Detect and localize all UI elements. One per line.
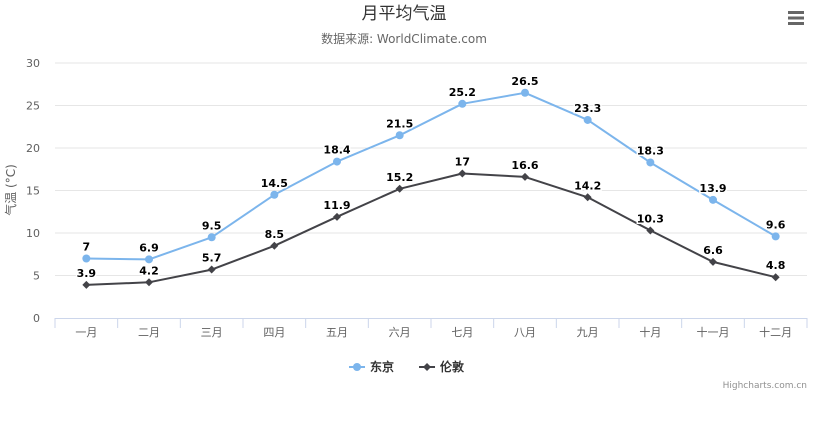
x-tick-label: 六月 (389, 326, 411, 339)
data-label: 6.6 (703, 244, 723, 257)
data-point-marker[interactable] (207, 265, 216, 274)
data-label: 9.5 (202, 219, 222, 232)
data-point-marker[interactable] (270, 241, 279, 250)
data-label: 14.5 (261, 177, 288, 190)
data-label: 17 (455, 156, 470, 169)
series-line-1 (85, 91, 777, 261)
data-point-marker[interactable] (333, 212, 341, 221)
data-point-marker[interactable] (521, 172, 529, 181)
data-label: 4.8 (766, 259, 786, 272)
data-label: 25.2 (449, 86, 476, 99)
data-label: 10.3 (637, 212, 664, 225)
y-axis: 0 5 10 15 20 25 30 (26, 57, 40, 325)
x-axis: 一月 二月 三月 四月 五月 六月 七月 八月 九月 十月 十一月 十二月 (54, 318, 808, 339)
data-label: 7 (83, 241, 91, 254)
legend-item-2[interactable]: 伦敦 (419, 359, 465, 374)
hamburger-menu-icon[interactable] (787, 10, 805, 26)
data-label: 18.3 (637, 144, 664, 157)
y-axis-title: 气温 (°C) (3, 164, 18, 216)
data-label: 23.3 (574, 102, 601, 115)
data-label: 5.7 (202, 252, 222, 265)
data-point-marker[interactable] (82, 280, 91, 289)
x-tick-label: 五月 (326, 326, 348, 339)
data-point-marker[interactable] (458, 169, 467, 178)
data-point-marker[interactable] (207, 233, 216, 242)
data-label: 15.2 (386, 171, 413, 184)
data-label: 14.2 (574, 179, 601, 192)
data-label: 11.9 (323, 199, 350, 212)
credits-link[interactable]: Highcharts.com.cn (723, 381, 807, 391)
x-tick-label: 二月 (138, 326, 160, 339)
data-point-marker[interactable] (646, 226, 655, 235)
chart-subtitle: 数据来源: WorldClimate.com (321, 31, 487, 46)
data-label: 26.5 (511, 75, 538, 88)
y-tick-label: 0 (33, 312, 40, 325)
legend-item-1[interactable]: 东京 (349, 359, 394, 374)
y-tick-label: 25 (26, 100, 40, 113)
legend-label: 伦敦 (440, 359, 465, 374)
data-point-marker[interactable] (458, 99, 467, 108)
data-point-marker[interactable] (270, 190, 279, 199)
data-point-marker[interactable] (583, 193, 592, 202)
legend-symbol-marker (353, 363, 361, 371)
data-point-marker[interactable] (145, 278, 153, 287)
data-point-marker[interactable] (646, 158, 655, 167)
data-label: 6.9 (139, 241, 159, 254)
data-point-marker[interactable] (395, 131, 404, 140)
data-label: 18.4 (323, 144, 350, 157)
data-point-marker[interactable] (771, 273, 780, 282)
data-label: 13.9 (699, 182, 726, 195)
data-label: 21.5 (386, 117, 413, 130)
data-label: 16.6 (511, 159, 538, 172)
data-point-marker[interactable] (709, 257, 717, 266)
data-label: 9.6 (766, 218, 786, 231)
y-tick-label: 10 (26, 227, 40, 240)
data-point-marker[interactable] (771, 232, 780, 241)
data-point-marker[interactable] (333, 157, 341, 166)
x-tick-label: 三月 (201, 326, 223, 339)
x-tick-label: 十二月 (759, 325, 792, 339)
data-label: 8.5 (265, 228, 285, 241)
chart-title: 月平均气温 (362, 4, 447, 24)
x-tick-label: 十月 (639, 325, 661, 339)
grid-lines (55, 62, 807, 276)
data-point-marker[interactable] (521, 88, 529, 97)
data-label: 4.2 (139, 264, 159, 277)
legend-label: 东京 (370, 359, 394, 374)
x-tick-label: 一月 (75, 326, 97, 339)
x-tick-label: 四月 (263, 326, 285, 339)
x-tick-label: 九月 (577, 326, 599, 339)
data-labels: 7 6.9 9.5 14.5 18.4 21.5 25.2 26.5 23.3 18.3 13.9 9… (75, 73, 787, 281)
y-tick-label: 30 (26, 57, 40, 70)
x-tick-label: 十一月 (697, 325, 730, 339)
x-tick-label: 八月 (514, 326, 536, 339)
legend-symbol-marker (423, 363, 432, 371)
data-point-marker[interactable] (395, 184, 404, 193)
series-layer (82, 88, 780, 289)
data-point-marker[interactable] (709, 195, 717, 204)
series-line-2 (85, 172, 777, 286)
data-point-marker[interactable] (145, 255, 153, 264)
y-tick-label: 5 (33, 270, 40, 283)
x-tick-label: 七月 (451, 326, 473, 339)
y-tick-label: 15 (26, 185, 40, 198)
data-point-marker[interactable] (82, 254, 91, 263)
y-tick-label: 20 (26, 142, 40, 155)
data-label: 3.9 (77, 267, 97, 280)
data-point-marker[interactable] (583, 115, 592, 124)
legend: 东京 伦敦 (349, 359, 465, 374)
